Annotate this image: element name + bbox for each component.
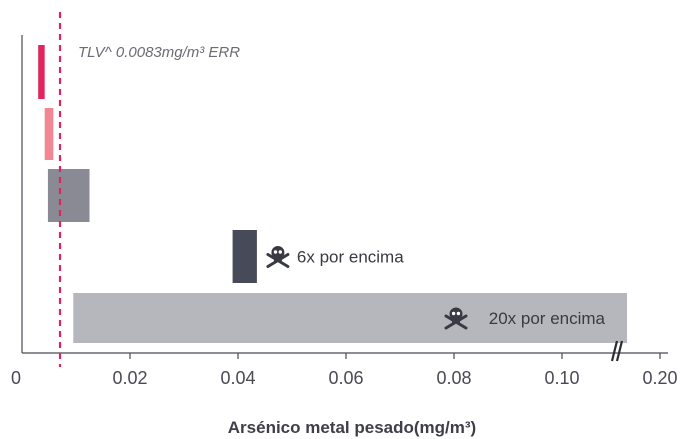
- bar: [44, 108, 54, 160]
- x-ticks: 0 0.02 0.04 0.06 0.08 0.10 0.20: [11, 340, 678, 388]
- bar: [38, 45, 45, 99]
- bar: [73, 293, 628, 343]
- skull-crossbones-icon: [266, 246, 290, 268]
- bar: [47, 169, 90, 222]
- tlv-label: TLV^ 0.0083mg/m³ ERR: [78, 44, 240, 61]
- bar-annotation: 6x por encima: [297, 248, 404, 267]
- bar-annotation: 20x por encima: [489, 309, 606, 328]
- skull-crossbones-icon: [444, 307, 468, 330]
- x-tick-label: 0.02: [112, 368, 147, 388]
- x-tick-label: 0: [11, 368, 21, 388]
- bar: [232, 230, 257, 283]
- x-tick-label: 0.10: [544, 368, 579, 388]
- x-tick-label: 0.04: [220, 368, 255, 388]
- x-axis-label: Arsénico metal pesado(mg/m³): [228, 418, 476, 437]
- axis-break-mark: [610, 340, 619, 362]
- x-tick-label: 0.08: [436, 368, 471, 388]
- x-tick-label: 0.06: [328, 368, 363, 388]
- reference-line-group: TLV^ 0.0083mg/m³ ERR: [58, 12, 240, 367]
- x-tick-label: 0.20: [642, 368, 677, 388]
- bars: 6x por encima 20x por encima: [38, 45, 628, 343]
- axis-break-mark: [615, 340, 624, 362]
